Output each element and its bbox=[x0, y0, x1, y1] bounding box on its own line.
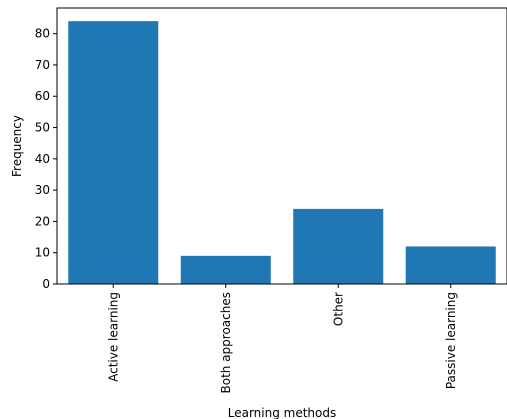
bar-active-learning bbox=[68, 21, 159, 285]
y-tick-label: 80 bbox=[35, 27, 50, 41]
y-axis-label: Frequency bbox=[10, 115, 24, 177]
y-tick-label: 40 bbox=[35, 152, 50, 166]
x-axis-label: Learning methods bbox=[228, 406, 337, 419]
x-tick-label: Other bbox=[331, 292, 345, 326]
y-tick-label: 70 bbox=[35, 58, 50, 72]
y-tick-label: 50 bbox=[35, 121, 50, 135]
bars-group bbox=[68, 21, 496, 285]
x-tick-label: Passive learning bbox=[444, 292, 458, 389]
plot-frame bbox=[56, 7, 507, 285]
x-tick-label: Active learning bbox=[106, 292, 120, 382]
x-axis-ticks: Active learning Both approaches Other Passi… bbox=[106, 284, 458, 394]
y-tick-label: 60 bbox=[35, 89, 50, 103]
bar-other bbox=[293, 208, 384, 284]
y-tick-label: 20 bbox=[35, 214, 50, 228]
y-axis-ticks: 0 10 20 30 40 50 60 70 80 bbox=[35, 27, 57, 291]
bar-passive-learning bbox=[405, 246, 496, 284]
bar-both-approaches bbox=[180, 255, 271, 284]
y-tick-label: 10 bbox=[35, 246, 50, 260]
y-tick-label: 0 bbox=[42, 277, 50, 291]
x-tick-label: Both approaches bbox=[219, 292, 233, 394]
y-tick-label: 30 bbox=[35, 183, 50, 197]
